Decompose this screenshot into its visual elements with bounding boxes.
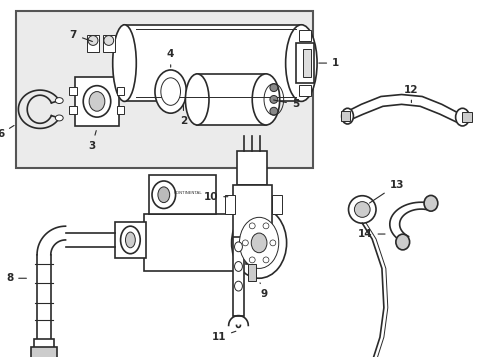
Bar bbox=[31, 347, 57, 359]
Ellipse shape bbox=[396, 234, 410, 250]
Text: 1: 1 bbox=[319, 58, 340, 68]
Ellipse shape bbox=[270, 95, 278, 103]
Bar bbox=[246, 239, 258, 264]
Ellipse shape bbox=[113, 25, 136, 102]
Bar bbox=[117, 87, 124, 95]
Bar bbox=[463, 112, 472, 122]
Ellipse shape bbox=[286, 25, 317, 102]
Bar bbox=[272, 195, 282, 215]
Ellipse shape bbox=[263, 257, 269, 263]
Ellipse shape bbox=[55, 115, 63, 121]
Bar bbox=[115, 222, 146, 258]
Bar bbox=[233, 185, 272, 239]
Bar bbox=[34, 339, 54, 349]
Ellipse shape bbox=[88, 36, 98, 45]
Bar bbox=[296, 44, 314, 83]
Text: 12: 12 bbox=[404, 85, 418, 103]
Bar bbox=[117, 106, 124, 114]
Ellipse shape bbox=[252, 74, 280, 125]
Bar bbox=[299, 85, 311, 96]
Ellipse shape bbox=[235, 262, 243, 271]
Text: 2: 2 bbox=[180, 104, 187, 126]
Ellipse shape bbox=[251, 233, 267, 253]
Bar bbox=[149, 175, 216, 215]
Bar bbox=[70, 87, 77, 95]
Ellipse shape bbox=[270, 107, 278, 115]
Ellipse shape bbox=[249, 257, 255, 263]
Bar bbox=[248, 264, 256, 281]
Ellipse shape bbox=[121, 226, 140, 254]
Ellipse shape bbox=[161, 78, 180, 105]
Bar bbox=[124, 25, 301, 102]
Ellipse shape bbox=[243, 240, 248, 246]
Bar bbox=[238, 150, 267, 185]
Text: 13: 13 bbox=[369, 180, 404, 203]
Ellipse shape bbox=[354, 202, 370, 217]
Text: 11: 11 bbox=[212, 331, 236, 342]
Ellipse shape bbox=[456, 108, 469, 126]
Ellipse shape bbox=[152, 181, 175, 208]
Bar bbox=[103, 35, 115, 52]
Text: 8: 8 bbox=[6, 273, 26, 283]
Text: 6: 6 bbox=[0, 126, 14, 139]
Ellipse shape bbox=[104, 36, 114, 45]
Ellipse shape bbox=[270, 240, 276, 246]
Bar bbox=[303, 49, 311, 77]
Bar bbox=[341, 111, 350, 121]
Text: 5: 5 bbox=[273, 99, 299, 109]
Ellipse shape bbox=[155, 70, 186, 113]
Bar bbox=[197, 74, 266, 125]
Bar bbox=[17, 11, 313, 168]
Bar bbox=[299, 30, 311, 41]
Bar bbox=[75, 77, 119, 126]
Text: 7: 7 bbox=[70, 30, 93, 41]
Ellipse shape bbox=[249, 223, 255, 229]
Ellipse shape bbox=[263, 223, 269, 229]
Ellipse shape bbox=[55, 98, 63, 104]
Text: 9: 9 bbox=[260, 283, 268, 299]
Ellipse shape bbox=[424, 195, 438, 211]
Ellipse shape bbox=[83, 86, 111, 117]
Ellipse shape bbox=[89, 91, 105, 111]
Ellipse shape bbox=[125, 232, 135, 248]
Bar bbox=[225, 195, 235, 215]
Ellipse shape bbox=[235, 242, 243, 252]
Text: CONTINENTAL: CONTINENTAL bbox=[174, 191, 203, 195]
Bar bbox=[233, 237, 245, 316]
Ellipse shape bbox=[232, 207, 287, 278]
Ellipse shape bbox=[342, 108, 353, 124]
Bar bbox=[70, 106, 77, 114]
Bar bbox=[87, 35, 99, 52]
Text: 3: 3 bbox=[89, 131, 96, 150]
Ellipse shape bbox=[185, 74, 209, 125]
Ellipse shape bbox=[348, 196, 376, 223]
Ellipse shape bbox=[235, 281, 243, 291]
Text: 14: 14 bbox=[358, 229, 385, 239]
Ellipse shape bbox=[240, 217, 279, 269]
Ellipse shape bbox=[158, 187, 170, 203]
Text: 10: 10 bbox=[204, 192, 228, 202]
Bar bbox=[144, 215, 238, 271]
Text: 4: 4 bbox=[167, 49, 174, 67]
Ellipse shape bbox=[270, 84, 278, 91]
